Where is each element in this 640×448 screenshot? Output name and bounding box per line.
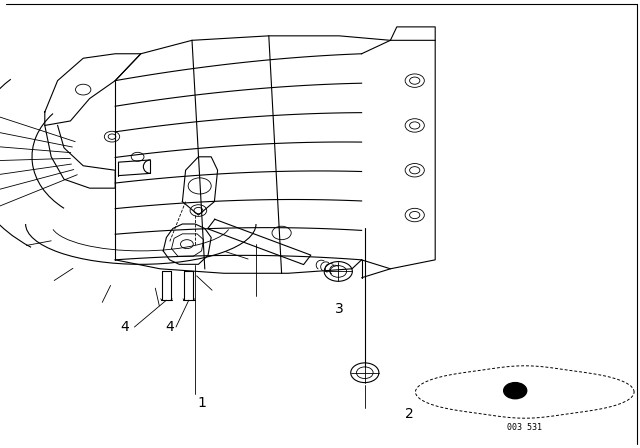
Text: 4: 4	[165, 320, 174, 334]
Text: 2: 2	[405, 407, 414, 422]
Text: 3: 3	[335, 302, 344, 316]
Text: 003 531: 003 531	[508, 423, 542, 432]
Text: 1: 1	[197, 396, 206, 410]
Circle shape	[504, 383, 527, 399]
Text: 4: 4	[120, 320, 129, 334]
